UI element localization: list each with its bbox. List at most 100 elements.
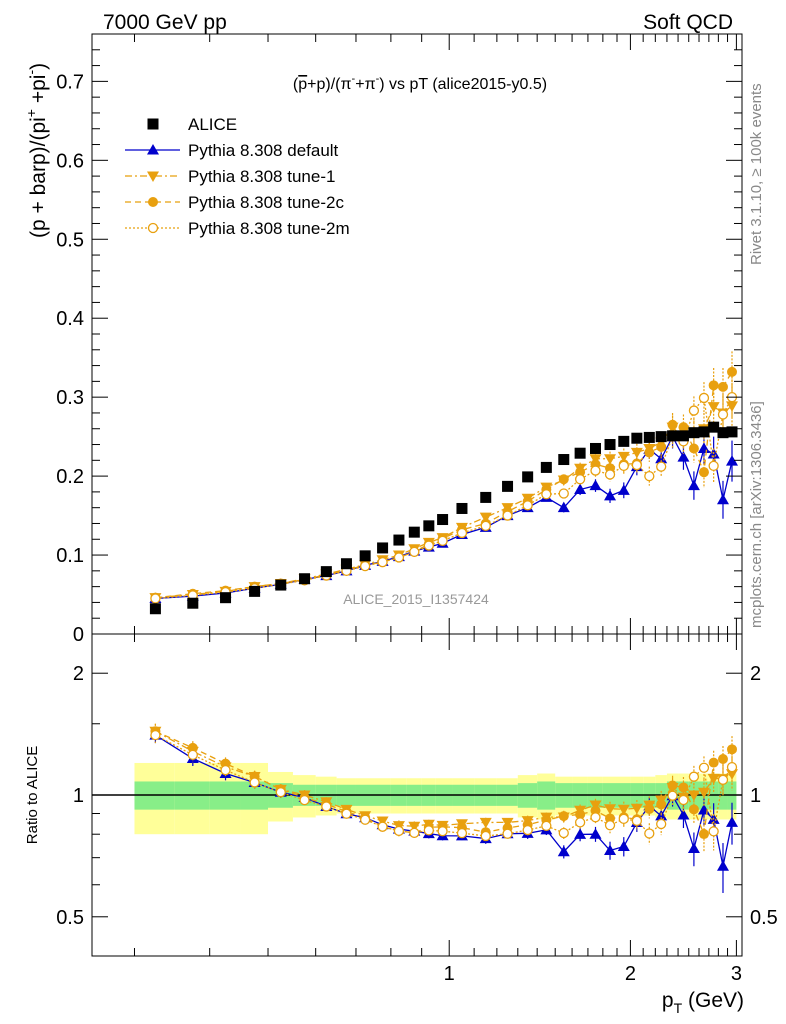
legend-entry: Pythia 8.308 tune-1	[125, 167, 335, 186]
main-data-point	[687, 479, 700, 491]
legend-label: Pythia 8.308 default	[188, 141, 339, 160]
x-axis-label: pT (GeV)	[662, 989, 744, 1016]
ratio-data-point	[558, 811, 569, 822]
main-plot-content	[149, 351, 739, 615]
main-data-point	[409, 546, 420, 558]
main-data-point	[697, 442, 710, 453]
ratio-data-point	[697, 787, 710, 799]
main-data-point	[655, 431, 667, 443]
main-data-point	[631, 432, 643, 444]
analysis-id-label: ALICE_2015_I1357424	[343, 591, 489, 607]
main-data-point	[393, 552, 405, 563]
legend-marker	[147, 222, 159, 234]
main-y-tick-label: 0	[73, 624, 84, 646]
main-y-axis: 0 0.1 0.2 0.3 0.4 0.5 0.6 0.7	[56, 49, 742, 646]
main-data-point	[643, 431, 655, 443]
ratio-data-point	[708, 826, 719, 837]
ratio-data-point	[604, 820, 616, 831]
ratio-y-tick-label: 0.5	[56, 907, 84, 929]
main-data-point	[708, 460, 719, 471]
ratio-series-pythia-8-308-tune-2m	[150, 727, 738, 851]
ratio-data-point	[456, 827, 468, 839]
main-data-point	[644, 447, 655, 458]
ratio-data-point	[678, 782, 689, 793]
ratio-data-point	[359, 814, 371, 825]
ratio-series-line	[155, 734, 733, 837]
ratio-data-point	[630, 803, 643, 815]
main-data-point	[698, 467, 709, 478]
ratio-data-point	[726, 761, 738, 773]
ratio-data-point	[557, 845, 570, 857]
main-data-point	[631, 459, 643, 471]
ratio-data-point	[220, 764, 231, 776]
ratio-data-point	[187, 749, 198, 761]
main-data-point	[575, 467, 586, 478]
ratio-data-point	[558, 827, 569, 839]
main-data-point	[502, 510, 513, 521]
ratio-data-point	[644, 828, 655, 839]
ratio-x-tick-label: 3	[731, 963, 742, 985]
ratio-y-tick-label-right: 2	[750, 663, 761, 685]
main-data-point	[541, 489, 552, 500]
ratio-data-point	[522, 824, 533, 836]
main-data-point	[604, 454, 617, 465]
main-data-point	[502, 480, 514, 492]
main-data-point	[423, 520, 435, 532]
main-data-point	[574, 447, 586, 459]
main-data-point	[590, 465, 601, 476]
ratio-data-point	[717, 774, 729, 785]
main-data-point	[618, 435, 630, 447]
main-y-tick-label: 0.1	[56, 545, 84, 567]
main-data-point	[359, 550, 371, 562]
main-data-point	[275, 579, 287, 591]
main-data-point	[187, 597, 199, 609]
main-data-point	[340, 558, 352, 570]
main-data-point	[150, 593, 161, 604]
legend-label: Pythia 8.308 tune-2m	[188, 219, 350, 238]
main-data-point	[249, 585, 261, 597]
main-data-point	[618, 460, 629, 471]
main-data-point	[708, 380, 719, 391]
main-data-point	[320, 566, 332, 578]
main-data-point	[589, 479, 602, 491]
ratio-data-point	[698, 829, 709, 840]
main-data-point	[707, 402, 720, 413]
main-data-point	[604, 439, 616, 451]
ratio-data-point	[321, 801, 332, 812]
main-data-point	[558, 454, 570, 466]
plot-title: (p+p)/(π-+π-) vs pT (alice2015-y0.5)	[293, 73, 547, 93]
ratio-data-point	[727, 744, 738, 755]
ratio-data-point	[275, 787, 286, 798]
main-data-point	[726, 455, 739, 466]
ratio-data-point	[408, 821, 421, 833]
main-data-point	[220, 592, 232, 604]
ratio-data-point	[687, 842, 700, 854]
legend: ALICE Pythia 8.308 default Pythia 8.308 tu…	[125, 115, 350, 238]
ratio-data-point	[409, 827, 420, 839]
main-data-point	[678, 422, 689, 433]
ratio-y-tick-label: 1	[73, 785, 84, 807]
main-series-pythia-8-308-tune-2m	[150, 376, 738, 604]
main-series-line	[155, 396, 733, 600]
main-y-tick-label: 0.4	[56, 308, 84, 330]
ratio-x-tick-label: 2	[625, 963, 636, 985]
main-data-point	[522, 471, 534, 483]
main-data-point	[698, 392, 710, 404]
main-data-point	[589, 442, 601, 454]
main-data-point	[604, 469, 616, 480]
ratio-data-point	[341, 808, 352, 819]
ratio-data-point	[716, 860, 729, 871]
ratio-data-point	[726, 816, 739, 827]
legend-marker	[147, 118, 159, 130]
ratio-y-tick-label-right: 1	[750, 785, 761, 807]
main-data-point	[688, 405, 700, 416]
ratio-y-axis-label: Ratio to ALICE	[24, 746, 41, 844]
ratio-data-point	[479, 817, 492, 829]
main-data-point	[656, 461, 667, 472]
ratio-data-point	[618, 813, 629, 825]
ratio-series-line	[155, 730, 733, 837]
legend-entry: Pythia 8.308 default	[125, 141, 339, 160]
ratio-data-point	[631, 815, 643, 827]
ratio-data-point	[678, 794, 689, 806]
